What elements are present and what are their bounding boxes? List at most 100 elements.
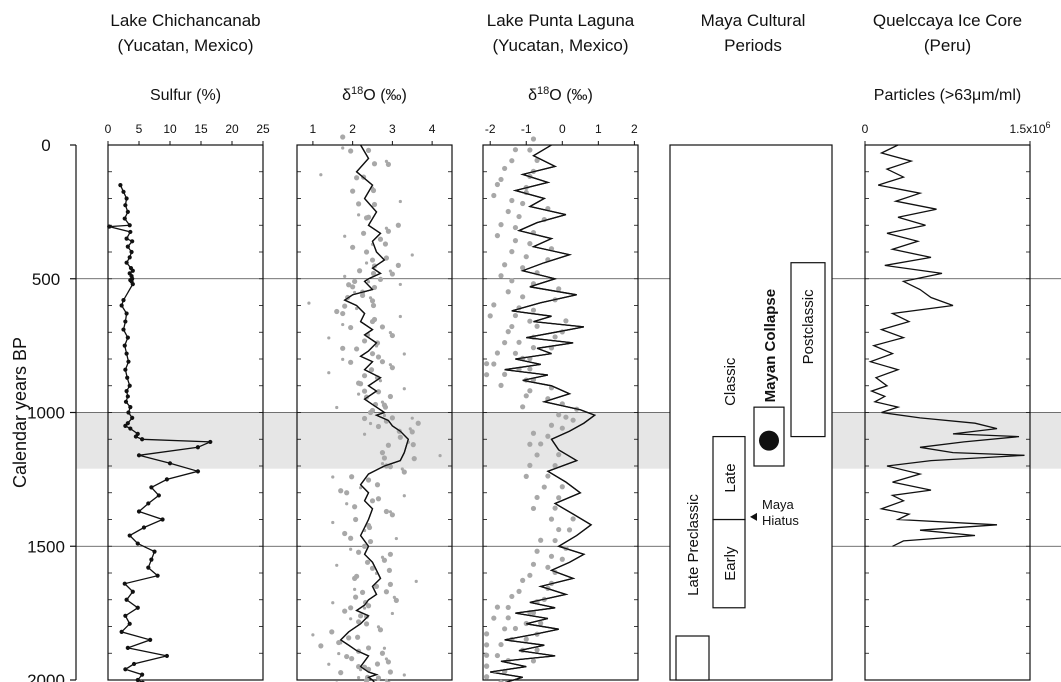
scatter-point	[563, 414, 569, 420]
scatter-point	[530, 658, 537, 664]
data-point	[141, 525, 147, 530]
scatter-point	[548, 422, 555, 428]
scatter-point	[415, 420, 421, 426]
scatter-point	[410, 416, 414, 420]
scatter-point	[361, 338, 368, 344]
scatter-point	[527, 572, 533, 578]
scatter-point	[331, 601, 335, 605]
scatter-point	[369, 351, 376, 357]
x-axis-label: δ18O (‰)	[342, 85, 407, 104]
scatter-point	[383, 508, 390, 515]
scatter-point	[509, 249, 515, 255]
scatter-point	[384, 159, 389, 163]
data-point	[129, 249, 134, 255]
period-classic: Classic	[722, 357, 739, 406]
scatter-point	[380, 400, 385, 404]
x-tick-label: -2	[485, 122, 496, 136]
scatter-point	[402, 352, 406, 356]
scatter-point	[385, 442, 392, 448]
x-tick-label: 1.5x106	[1009, 120, 1050, 136]
x-tick-label: 4	[429, 122, 436, 136]
scatter-point	[512, 350, 519, 356]
series-line	[339, 144, 410, 682]
data-point	[135, 605, 140, 610]
site-title: Lake Chichancanab	[110, 11, 260, 30]
x-tick-label: -1	[521, 122, 532, 136]
period-postclassic-box	[790, 262, 826, 438]
scatter-point	[363, 249, 370, 255]
scatter-point	[380, 462, 385, 466]
panel-2: Lake Punta Laguna (Yucatan, Mexico) δ18O (…	[482, 11, 639, 682]
scatter-point	[534, 494, 540, 501]
scatter-point	[556, 412, 562, 418]
scatter-point	[509, 593, 515, 600]
scatter-point	[502, 165, 508, 172]
scatter-point	[353, 594, 359, 600]
data-point	[124, 196, 129, 201]
scatter-point	[386, 567, 393, 573]
scatter-point	[357, 613, 364, 619]
scatter-point	[379, 450, 386, 456]
scatter-point	[397, 434, 403, 440]
scatter-point	[319, 173, 323, 177]
scatter-point	[353, 587, 357, 591]
data-point	[124, 389, 129, 394]
scatter-point	[375, 354, 382, 360]
panel-1: δ18O (‰) 1 2 3 4	[296, 85, 453, 682]
data-point	[126, 410, 131, 415]
scatter-point	[527, 366, 533, 372]
scatter-point	[534, 323, 540, 329]
data-point	[125, 394, 130, 399]
scatter-point	[352, 278, 358, 285]
scatter-point	[402, 673, 406, 677]
scatter-point	[516, 588, 522, 594]
scatter-point	[344, 490, 350, 496]
scatter-point	[352, 504, 358, 510]
scatter-point	[530, 307, 537, 313]
scatter-point	[335, 563, 339, 567]
period-late-preclassic-box	[675, 635, 710, 681]
scatter-point	[392, 595, 396, 600]
y-tick-label: 2000	[27, 671, 65, 682]
scatter-point	[345, 502, 349, 506]
x-axis-label: δ18O (‰)	[528, 85, 593, 104]
scatter-point	[545, 564, 551, 570]
scatter-point	[359, 589, 366, 595]
scatter-point	[502, 626, 508, 632]
data-point	[119, 629, 124, 634]
data-point	[140, 672, 145, 677]
scatter-point	[356, 201, 362, 207]
scatter-point	[379, 650, 386, 656]
scatter-point	[388, 330, 392, 335]
y-axis-label: Calendar years BP	[10, 337, 30, 488]
site-title: Periods	[724, 36, 782, 55]
scatter-point	[370, 187, 377, 194]
data-point	[130, 268, 135, 273]
data-point	[125, 645, 130, 651]
data-point	[130, 589, 135, 594]
x-tick-label: 1	[310, 122, 317, 136]
scatter-point	[512, 147, 519, 153]
scatter-point	[494, 604, 501, 610]
scatter-point	[512, 224, 519, 231]
x-tick-label: 0	[559, 122, 566, 136]
data-point	[128, 229, 133, 235]
scatter-point	[552, 334, 558, 340]
scatter-point	[384, 678, 389, 682]
scatter-point	[498, 641, 504, 648]
scatter-point	[516, 213, 522, 220]
hiatus-label: Maya	[762, 497, 795, 512]
scatter-point	[335, 405, 339, 410]
scatter-point	[395, 222, 401, 228]
scatter-point	[484, 674, 490, 680]
scatter-point	[527, 318, 533, 324]
data-point	[127, 223, 132, 228]
scatter-point	[387, 464, 393, 470]
scatter-point	[559, 425, 565, 431]
x-axis-label-sup: 18	[351, 85, 363, 97]
scatter-point	[348, 535, 354, 541]
data-point	[131, 661, 137, 667]
scatter-point	[498, 382, 504, 388]
scatter-point	[505, 615, 511, 621]
data-point	[156, 493, 161, 498]
